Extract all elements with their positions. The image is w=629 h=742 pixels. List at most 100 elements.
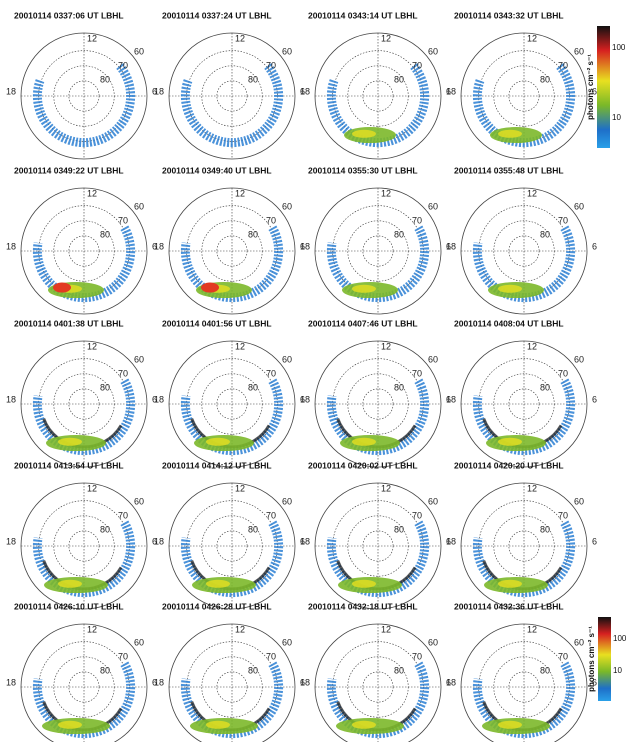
- noon-label: 12: [381, 624, 391, 634]
- latitude-label: 70: [266, 510, 276, 520]
- panel-title: 20010114 0343:32 UT LBHL: [454, 10, 564, 20]
- noon-label: 12: [235, 341, 245, 351]
- noon-label: 12: [235, 33, 245, 43]
- latitude-label: 60: [282, 496, 292, 506]
- aurora-peak: [498, 437, 522, 446]
- aurora-oval: [32, 378, 136, 456]
- aurora-peak: [352, 284, 376, 293]
- panel-title: 20010114 0349:22 UT LBHL: [14, 165, 124, 175]
- latitude-label: 70: [412, 651, 422, 661]
- dawn-label: 6: [446, 241, 451, 251]
- noon-label: 12: [87, 483, 97, 493]
- aurora-oval: [32, 63, 136, 148]
- latitude-label: 80: [248, 524, 258, 534]
- latitude-label: 60: [134, 637, 144, 647]
- latitude-label: 70: [118, 60, 128, 70]
- panel-title: 20010114 0355:48 UT LBHL: [454, 165, 564, 175]
- latitude-label: 70: [558, 510, 568, 520]
- dawn-label: 6: [300, 394, 305, 404]
- latitude-label: 60: [428, 496, 438, 506]
- aurora-oval: [326, 63, 430, 148]
- latitude-label: 70: [412, 60, 422, 70]
- dusk-label: 18: [446, 241, 456, 251]
- noon-label: 12: [527, 341, 537, 351]
- polar-panel: 20010114 0413:54 UT LBHL 12 18 6 60 70 80: [6, 460, 157, 610]
- aurora-peak: [206, 579, 230, 588]
- latitude-label: 60: [574, 201, 584, 211]
- dusk-label: 18: [154, 536, 164, 546]
- aurora-oval: [32, 225, 136, 303]
- noon-label: 12: [527, 483, 537, 493]
- aurora-max: [53, 282, 71, 293]
- colorbar-unit: photons cm⁻² s⁻¹: [587, 626, 596, 692]
- latitude-label: 60: [428, 201, 438, 211]
- dawn-label: 6: [592, 536, 597, 546]
- latitude-label: 80: [394, 382, 404, 392]
- dawn-label: 6: [300, 86, 305, 96]
- latitude-label: 80: [248, 229, 258, 239]
- dusk-label: 18: [446, 86, 456, 96]
- aurora-peak: [58, 437, 82, 446]
- latitude-label: 80: [540, 524, 550, 534]
- aurora-peak: [352, 579, 376, 588]
- latitude-label: 80: [394, 74, 404, 84]
- colorbar-max: 100: [612, 43, 626, 52]
- latitude-label: 70: [558, 651, 568, 661]
- aurora-oval: [472, 63, 576, 148]
- dusk-label: 18: [154, 677, 164, 687]
- colorbar-max: 100: [613, 634, 627, 643]
- noon-label: 12: [381, 188, 391, 198]
- panel-title: 20010114 0343:14 UT LBHL: [308, 10, 418, 20]
- dawn-label: 6: [592, 394, 597, 404]
- dusk-label: 18: [300, 677, 310, 687]
- aurora-peak: [352, 129, 376, 138]
- aurora-oval: [326, 378, 430, 456]
- dawn-label: 6: [446, 394, 451, 404]
- aurora-oval: [180, 225, 284, 303]
- polar-panel: 20010114 0337:06 UT LBHL 12 18 6 60 70 80: [6, 10, 157, 160]
- latitude-label: 60: [134, 354, 144, 364]
- latitude-label: 80: [394, 665, 404, 675]
- latitude-label: 80: [248, 74, 258, 84]
- colorbar: [598, 617, 611, 701]
- latitude-label: 60: [574, 637, 584, 647]
- panel-title: 20010114 0408:04 UT LBHL: [454, 318, 564, 328]
- noon-label: 12: [235, 188, 245, 198]
- noon-label: 12: [381, 483, 391, 493]
- aurora-peak: [206, 720, 230, 729]
- latitude-label: 60: [574, 354, 584, 364]
- latitude-label: 70: [412, 215, 422, 225]
- panel-title: 20010114 0401:56 UT LBHL: [162, 318, 272, 328]
- colorbar-min: 10: [612, 113, 621, 122]
- dawn-label: 6: [300, 677, 305, 687]
- noon-label: 12: [87, 341, 97, 351]
- latitude-label: 70: [412, 368, 422, 378]
- dusk-label: 18: [300, 86, 310, 96]
- dusk-label: 18: [300, 241, 310, 251]
- colorbar-unit: photons cm⁻² s⁻¹: [586, 54, 595, 120]
- latitude-label: 60: [134, 46, 144, 56]
- noon-label: 12: [87, 33, 97, 43]
- panel-title: 20010114 0432:36 UT LBHL: [454, 601, 564, 611]
- panel-title: 20010114 0349:40 UT LBHL: [162, 165, 272, 175]
- aurora-peak: [352, 720, 376, 729]
- dawn-label: 6: [300, 241, 305, 251]
- latitude-label: 60: [134, 496, 144, 506]
- colorbar: [597, 26, 610, 148]
- colorbar-min: 10: [613, 666, 622, 675]
- latitude-label: 60: [574, 496, 584, 506]
- aurora-oval: [326, 225, 430, 303]
- latitude-label: 70: [266, 368, 276, 378]
- dusk-label: 18: [300, 536, 310, 546]
- polar-panel: 20010114 0349:22 UT LBHL 12 18 6 60 70 80: [6, 165, 157, 315]
